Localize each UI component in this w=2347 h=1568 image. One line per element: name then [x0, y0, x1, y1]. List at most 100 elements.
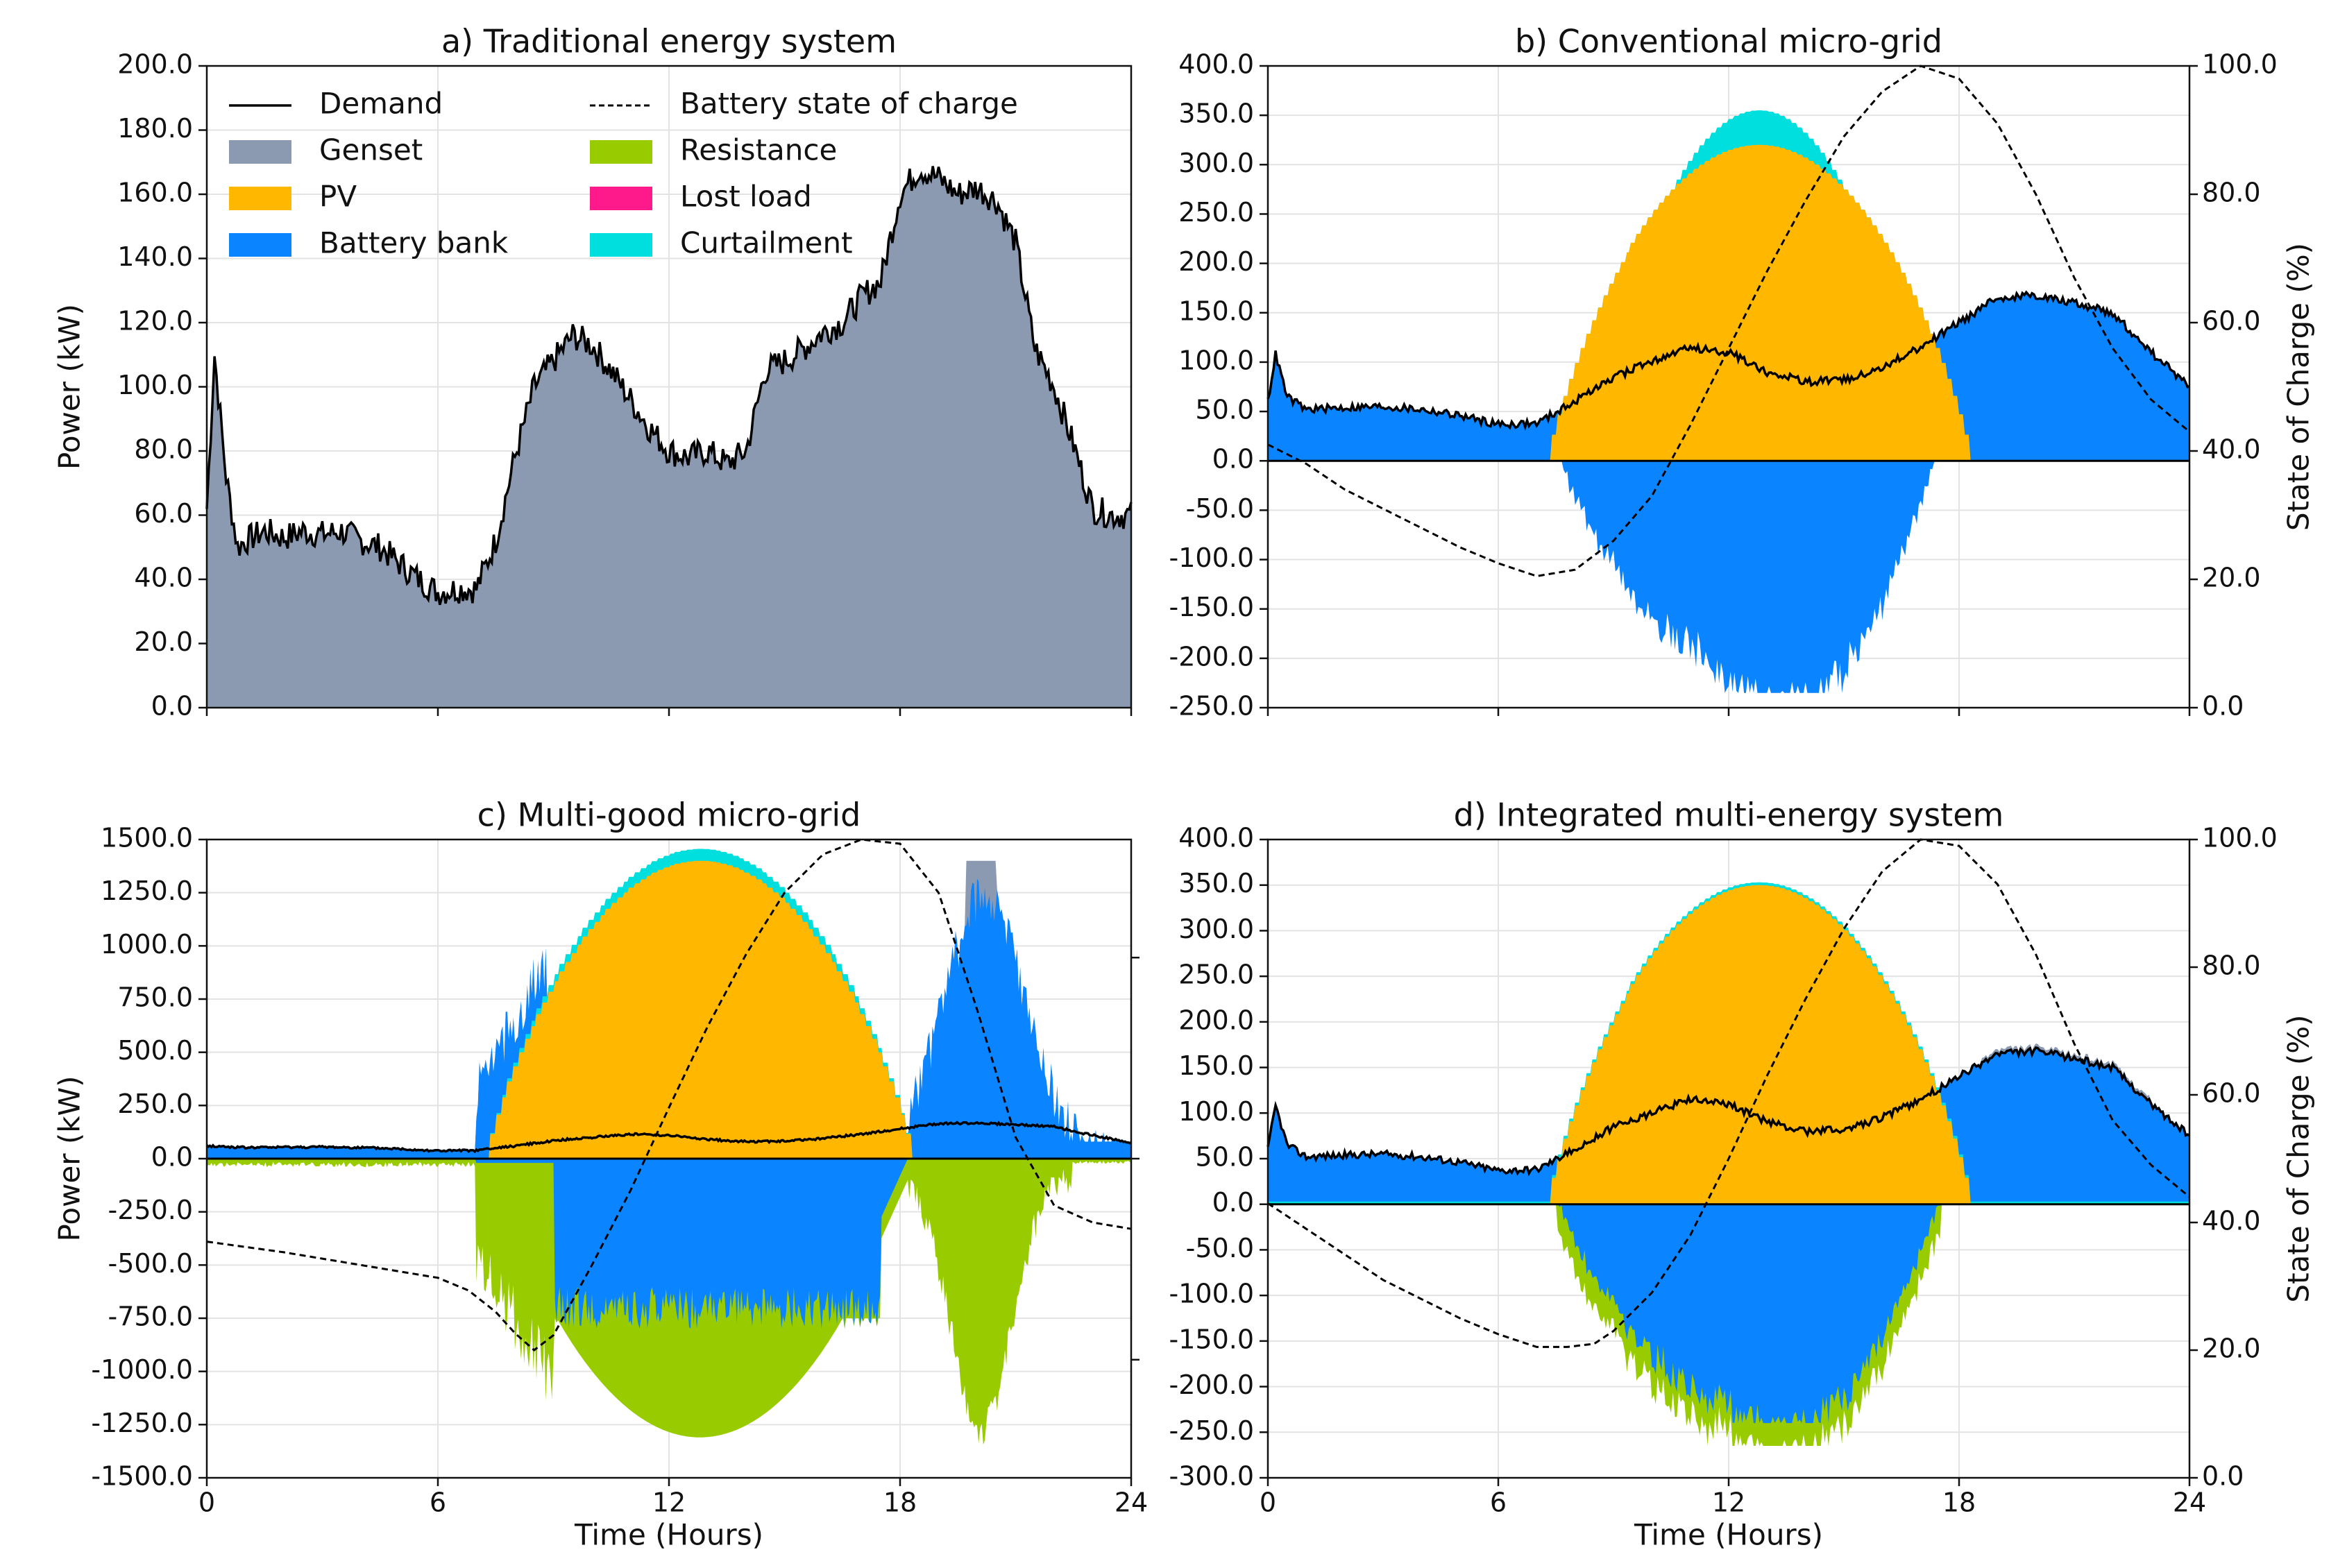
y-tick-label: 60.0	[134, 498, 193, 529]
x-tick-label: 6	[430, 1488, 446, 1518]
y-tick-label: -100.0	[1169, 543, 1255, 573]
y-tick-label: -500.0	[108, 1248, 194, 1279]
chart-panel-c: -1500.0 -1250.0 -1000.0 -750.0 -500.0 -250.0 0…	[53, 796, 1149, 1552]
y-tick-label: -150.0	[1169, 592, 1255, 622]
y2-tick-label: 100.0	[2202, 49, 2278, 80]
demand-line	[205, 166, 1133, 606]
y-tick-label: 750.0	[117, 982, 193, 1013]
y-tick-label: 250.0	[1178, 197, 1254, 228]
y-tick-label: 150.0	[1178, 296, 1254, 326]
y-tick-label: 200.0	[1178, 246, 1254, 277]
y-tick-label: 120.0	[117, 306, 193, 336]
y-tick-label: 0.0	[1212, 444, 1254, 475]
legend-label: Lost load	[680, 180, 812, 214]
y2-axis-label: State of Charge (%)	[2282, 243, 2316, 531]
chart-panel-b: -250.0 -200.0 -150.0 -100.0 -50.0 0.0 50.0 100.…	[1169, 23, 2316, 722]
y-tick-label: 180.0	[117, 113, 193, 144]
x-axis-label: Time (Hours)	[1634, 1518, 1823, 1552]
x-tick-label: 24	[1115, 1488, 1148, 1518]
y-tick-label: -50.0	[1186, 493, 1254, 524]
y-tick-label: 0.0	[1212, 1187, 1254, 1218]
y-tick-label: 1250.0	[101, 876, 193, 906]
legend-label: Battery state of charge	[680, 87, 1018, 121]
y-tick-label: 0.0	[151, 1142, 193, 1173]
y-tick-label: -200.0	[1169, 641, 1255, 672]
x-tick-label: 0	[198, 1488, 215, 1518]
battery-charge-area	[1268, 461, 2189, 693]
legend-swatch	[229, 187, 291, 210]
legend-swatch	[590, 233, 652, 257]
y-tick-label: -750.0	[108, 1302, 194, 1332]
y-axis-label: Power (kW)	[53, 1076, 87, 1242]
soc-line	[206, 838, 1132, 1352]
y-tick-label: 0.0	[151, 691, 193, 722]
y-tick-label: -150.0	[1169, 1324, 1255, 1354]
y-tick-label: 300.0	[1178, 148, 1254, 178]
y-tick-label: 350.0	[1178, 868, 1254, 898]
y-axis-label: Power (kW)	[53, 304, 87, 470]
chart-panel-a: 0.0 20.0 40.0 60.0 80.0 100.0 120.0 140.0 160.0 1…	[53, 23, 1133, 722]
y-tick-label: 150.0	[1178, 1050, 1254, 1081]
x-axis-label: Time (Hours)	[574, 1518, 763, 1552]
demand-line	[205, 1120, 1132, 1154]
legend-label: Battery bank	[319, 226, 509, 260]
y-tick-label: -1250.0	[91, 1408, 193, 1438]
demand-line	[1266, 290, 2190, 431]
y-tick-label: 20.0	[134, 627, 193, 657]
legend-label: Demand	[319, 87, 443, 121]
legend-label: Resistance	[680, 133, 837, 167]
legend-swatch	[590, 187, 652, 210]
battery-charge-area	[1268, 1204, 2189, 1424]
x-tick-label: 12	[1712, 1488, 1745, 1518]
y-tick-label: 40.0	[134, 563, 193, 593]
y-tick-label: 140.0	[117, 241, 193, 272]
chart-title: d) Integrated multi-energy system	[1454, 796, 2004, 834]
y2-tick-label: 0.0	[2202, 691, 2244, 722]
legend-swatch	[590, 140, 652, 164]
y-tick-label: -100.0	[1169, 1279, 1255, 1309]
y-tick-label: -1500.0	[91, 1461, 193, 1492]
y-tick-label: -250.0	[108, 1195, 194, 1225]
y-tick-label: 250.0	[1178, 960, 1254, 990]
x-tick-label: 18	[1942, 1488, 1976, 1518]
y2-tick-label: 60.0	[2202, 1078, 2261, 1109]
y-tick-label: -250.0	[1169, 691, 1255, 722]
y-tick-label: -300.0	[1169, 1461, 1255, 1492]
legend-swatch	[229, 233, 291, 257]
legend-swatch	[229, 140, 291, 164]
y2-tick-label: 40.0	[2202, 1206, 2261, 1236]
y-tick-label: 100.0	[1178, 1096, 1254, 1127]
y-tick-label: -1000.0	[91, 1354, 193, 1385]
y-tick-label: 100.0	[1178, 345, 1254, 375]
y-tick-label: -50.0	[1186, 1233, 1254, 1263]
pv-area	[1268, 885, 2189, 1204]
y2-tick-label: 80.0	[2202, 178, 2261, 208]
soc-line	[1267, 65, 2190, 577]
y-tick-label: 400.0	[1178, 49, 1254, 80]
y2-tick-label: 0.0	[2202, 1461, 2244, 1492]
y-tick-label: -250.0	[1169, 1415, 1255, 1446]
chart-title: b) Conventional micro-grid	[1515, 23, 1942, 60]
y-tick-label: 350.0	[1178, 99, 1254, 129]
y-tick-label: 50.0	[1195, 395, 1254, 425]
pv-area	[1268, 144, 2189, 461]
y-tick-label: 50.0	[1195, 1142, 1254, 1173]
y-tick-label: 250.0	[117, 1089, 193, 1119]
chart-title: a) Traditional energy system	[441, 23, 897, 60]
y-tick-label: 400.0	[1178, 823, 1254, 853]
y-tick-label: 1000.0	[101, 929, 193, 960]
y2-axis-label: State of Charge (%)	[2282, 1014, 2316, 1302]
y-tick-label: 300.0	[1178, 914, 1254, 944]
x-tick-label: 6	[1490, 1488, 1507, 1518]
chart-title: c) Multi-good micro-grid	[477, 796, 861, 834]
legend-label: Curtailment	[680, 226, 853, 260]
y-tick-label: 80.0	[134, 434, 193, 465]
battery-charge-area	[207, 1159, 1131, 1329]
y-tick-label: 100.0	[117, 370, 193, 400]
y2-tick-label: 100.0	[2202, 823, 2278, 853]
pv-area	[207, 860, 1131, 1159]
soc-line	[1267, 838, 2190, 1348]
y2-tick-label: 20.0	[2202, 1333, 2261, 1364]
x-tick-label: 24	[2173, 1488, 2206, 1518]
